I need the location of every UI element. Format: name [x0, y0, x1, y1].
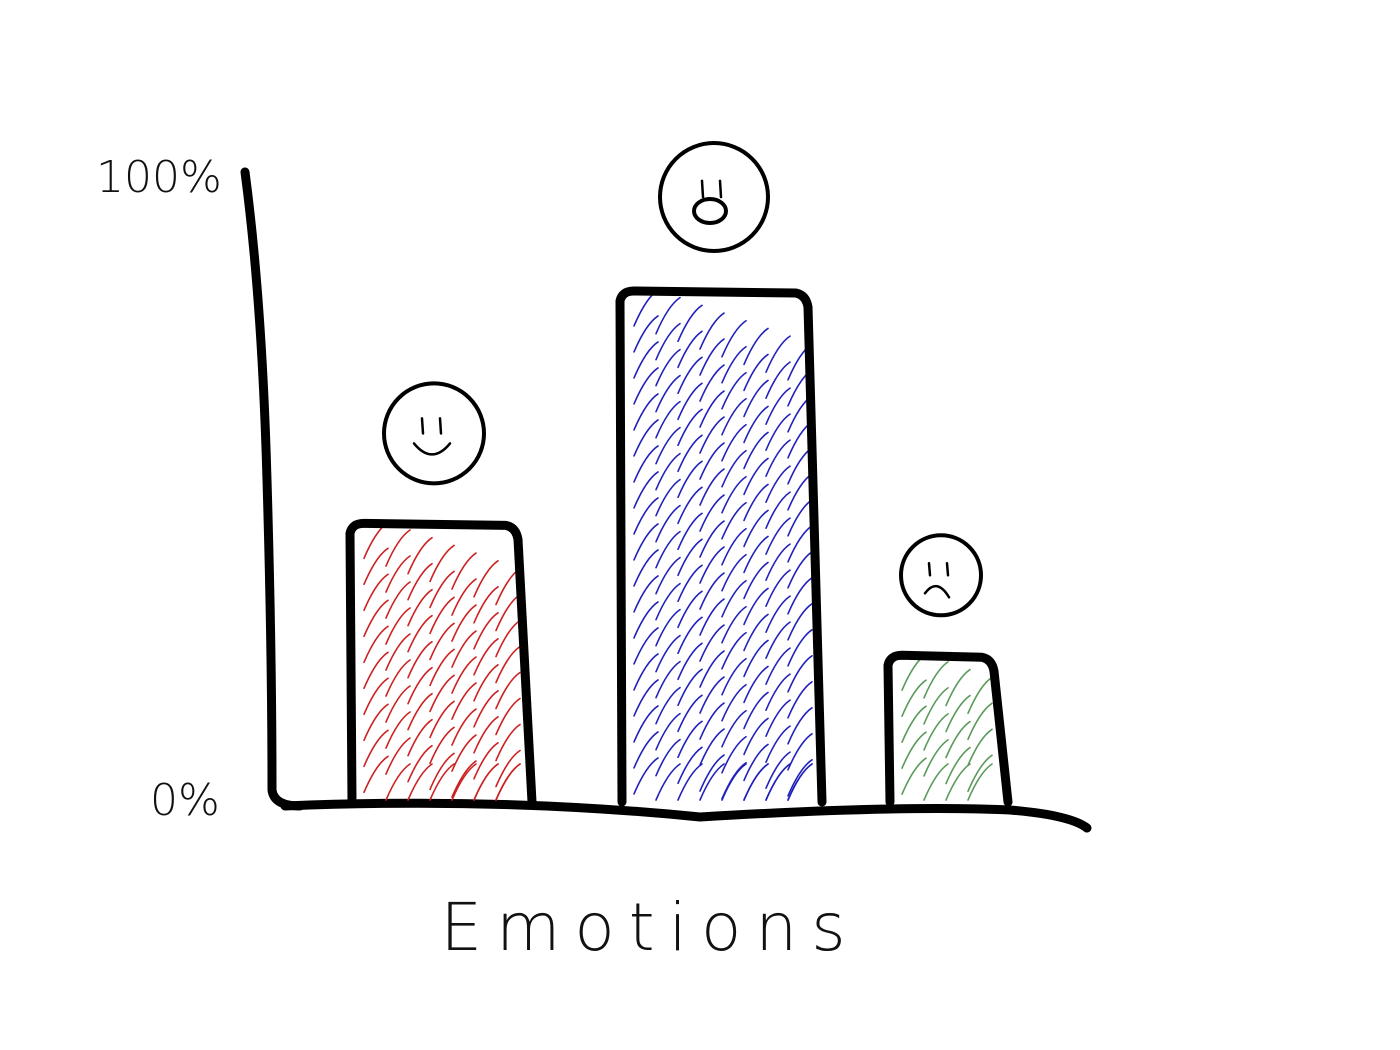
- bar-hatch: [633, 289, 813, 801]
- y-axis: [240, 167, 305, 811]
- surprised-face-icon: [658, 141, 770, 254]
- sad-face-icon: [899, 533, 983, 618]
- bar-outline: [883, 650, 1013, 807]
- bar-outline: [615, 286, 827, 807]
- bar-hatch: [901, 653, 993, 801]
- bar-sad: [883, 533, 1013, 807]
- bars: [345, 141, 1013, 807]
- x-axis: [280, 798, 1092, 833]
- y-tick-top: 100%: [96, 152, 222, 203]
- bar-outline: [345, 518, 537, 807]
- y-tick-bottom: 0%: [150, 775, 220, 826]
- bar-happy: [345, 381, 537, 807]
- smiling-face-icon: [382, 381, 486, 486]
- bar-surprised: [615, 141, 827, 807]
- bar-hatch: [363, 521, 521, 801]
- x-axis-label: Emotions: [440, 889, 859, 966]
